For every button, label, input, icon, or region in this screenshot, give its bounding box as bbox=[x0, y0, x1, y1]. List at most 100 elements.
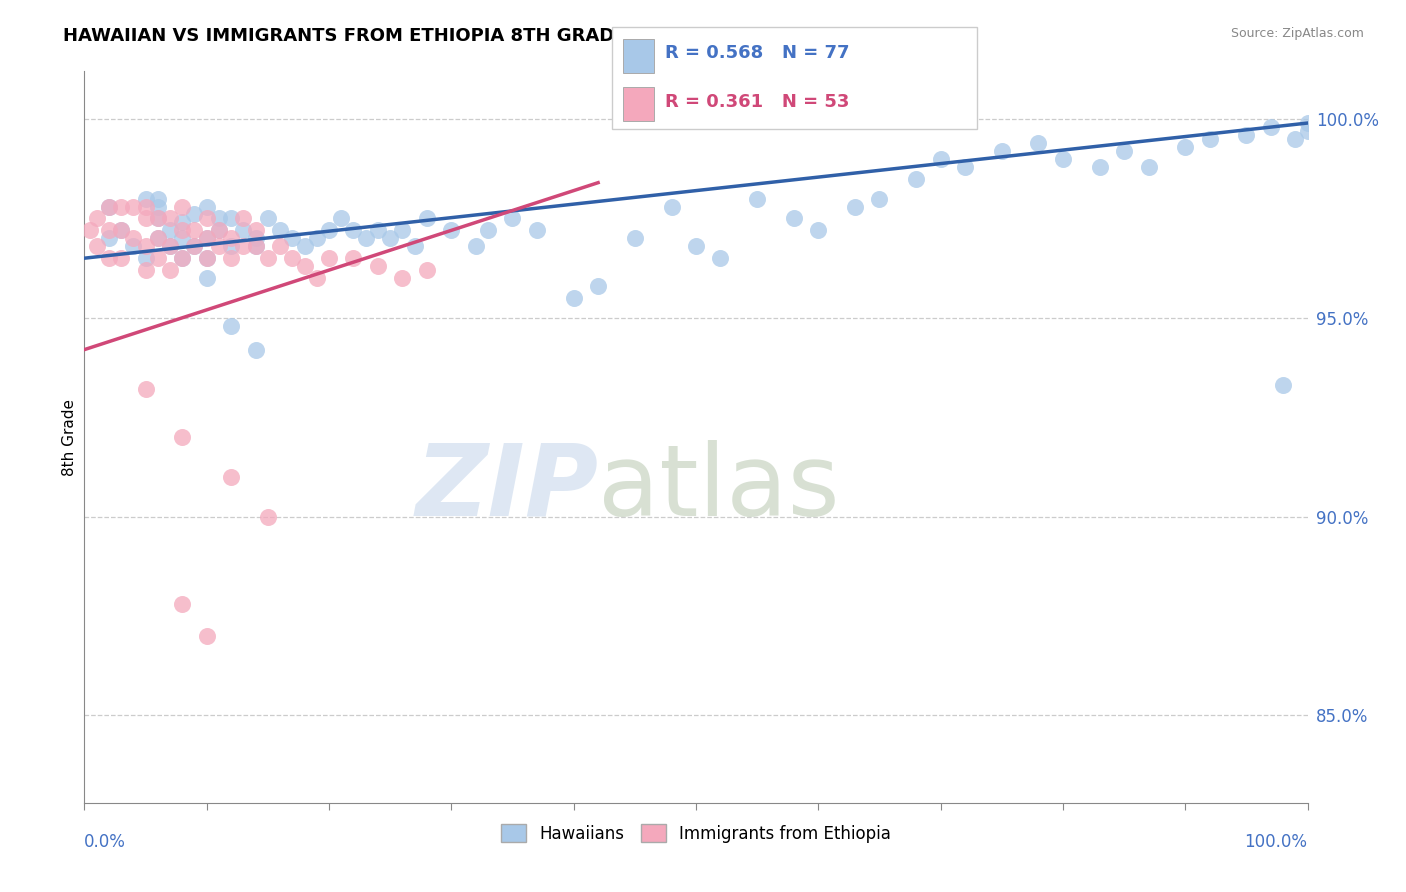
Point bbox=[159, 263, 181, 277]
Point bbox=[195, 200, 218, 214]
Point bbox=[245, 231, 267, 245]
Point bbox=[1114, 144, 1136, 158]
Point bbox=[807, 223, 830, 237]
Point bbox=[135, 251, 157, 265]
Point bbox=[97, 231, 120, 245]
Point bbox=[709, 251, 731, 265]
Point bbox=[380, 231, 402, 245]
Point bbox=[257, 509, 280, 524]
Point bbox=[219, 231, 242, 245]
Point bbox=[342, 251, 364, 265]
Point bbox=[195, 211, 218, 226]
Point bbox=[1236, 128, 1258, 142]
Point bbox=[318, 251, 340, 265]
Point bbox=[219, 318, 242, 333]
Point bbox=[367, 223, 389, 237]
Point bbox=[172, 597, 194, 611]
Point bbox=[281, 251, 304, 265]
Point bbox=[245, 239, 267, 253]
Point bbox=[135, 200, 157, 214]
Point bbox=[783, 211, 806, 226]
Point bbox=[172, 251, 194, 265]
Point bbox=[135, 239, 157, 253]
Point bbox=[195, 231, 218, 245]
Point bbox=[232, 223, 254, 237]
Point bbox=[219, 470, 242, 484]
Point bbox=[172, 200, 194, 214]
Point bbox=[367, 259, 389, 273]
Legend: Hawaiians, Immigrants from Ethiopia: Hawaiians, Immigrants from Ethiopia bbox=[494, 818, 898, 849]
Point bbox=[122, 200, 145, 214]
Point bbox=[146, 231, 169, 245]
Point bbox=[747, 192, 769, 206]
Point bbox=[294, 239, 316, 253]
Text: 0.0%: 0.0% bbox=[84, 833, 127, 851]
Point bbox=[257, 251, 280, 265]
Text: atlas: atlas bbox=[598, 440, 839, 537]
Point bbox=[257, 211, 280, 226]
Point bbox=[135, 192, 157, 206]
Point bbox=[305, 231, 328, 245]
Point bbox=[79, 223, 101, 237]
Point bbox=[294, 259, 316, 273]
Point bbox=[135, 263, 157, 277]
Point bbox=[183, 207, 205, 221]
Point bbox=[245, 223, 267, 237]
Point bbox=[404, 239, 426, 253]
Point bbox=[146, 192, 169, 206]
Point bbox=[502, 211, 524, 226]
Point bbox=[245, 239, 267, 253]
Point bbox=[195, 251, 218, 265]
Point bbox=[929, 152, 952, 166]
Point bbox=[232, 211, 254, 226]
Point bbox=[1260, 120, 1282, 134]
Point bbox=[135, 211, 157, 226]
Point bbox=[97, 223, 120, 237]
Point bbox=[159, 239, 181, 253]
Point bbox=[183, 223, 205, 237]
Point bbox=[391, 271, 413, 285]
Point bbox=[146, 231, 169, 245]
Point bbox=[172, 223, 194, 237]
Point bbox=[172, 251, 194, 265]
Point bbox=[97, 200, 120, 214]
Point bbox=[342, 223, 364, 237]
Text: HAWAIIAN VS IMMIGRANTS FROM ETHIOPIA 8TH GRADE CORRELATION CHART: HAWAIIAN VS IMMIGRANTS FROM ETHIOPIA 8TH… bbox=[63, 27, 848, 45]
Point bbox=[110, 223, 132, 237]
Point bbox=[354, 231, 377, 245]
Point bbox=[146, 251, 169, 265]
Point bbox=[1296, 116, 1319, 130]
Point bbox=[183, 239, 205, 253]
Point bbox=[245, 343, 267, 357]
Point bbox=[146, 211, 169, 226]
Point bbox=[1137, 160, 1160, 174]
Point bbox=[195, 629, 218, 643]
Point bbox=[232, 239, 254, 253]
Point bbox=[172, 430, 194, 444]
Point bbox=[586, 279, 609, 293]
Point bbox=[110, 200, 132, 214]
Point bbox=[97, 251, 120, 265]
Text: R = 0.361   N = 53: R = 0.361 N = 53 bbox=[665, 93, 849, 111]
Point bbox=[135, 383, 157, 397]
Point bbox=[1272, 378, 1295, 392]
Point bbox=[146, 200, 169, 214]
Point bbox=[1198, 132, 1220, 146]
Point bbox=[318, 223, 340, 237]
Point bbox=[219, 239, 242, 253]
Point bbox=[1284, 132, 1306, 146]
Point bbox=[219, 211, 242, 226]
Point bbox=[122, 231, 145, 245]
Text: Source: ZipAtlas.com: Source: ZipAtlas.com bbox=[1230, 27, 1364, 40]
Point bbox=[281, 231, 304, 245]
Point bbox=[97, 200, 120, 214]
Point bbox=[195, 231, 218, 245]
Point bbox=[305, 271, 328, 285]
Point bbox=[86, 239, 108, 253]
Point bbox=[562, 291, 585, 305]
Y-axis label: 8th Grade: 8th Grade bbox=[62, 399, 77, 475]
Point bbox=[685, 239, 707, 253]
Point bbox=[122, 239, 145, 253]
Point bbox=[172, 215, 194, 229]
Point bbox=[195, 271, 218, 285]
